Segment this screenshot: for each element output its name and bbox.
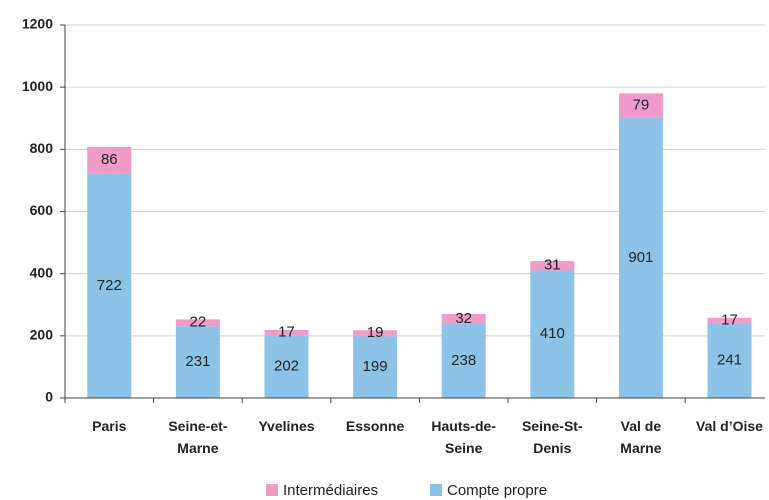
value-label: 86 [101,151,118,168]
y-tick-label: 1200 [22,16,53,32]
y-tick-label: 200 [30,327,54,343]
x-tick-label: Seine-St-Denis [522,418,583,456]
x-tick-label: Seine-et-Marne [168,418,227,456]
bar-segment [264,335,309,398]
value-label: 722 [97,277,122,294]
x-tick-label: Hauts-de-Seine [431,418,496,456]
value-label: 22 [190,314,207,331]
value-label: 17 [278,324,295,341]
bar-segment [441,324,486,398]
bar-segment [530,260,575,271]
value-label: 199 [363,358,388,375]
bar-segment [175,326,220,398]
y-tick-label: 1000 [22,78,53,94]
value-label: 19 [367,324,384,341]
bar-segment [530,270,575,398]
value-label: 901 [628,249,653,266]
bar-segment [618,93,663,118]
y-tick-label: 400 [30,264,54,280]
value-label: 238 [451,352,476,369]
x-tick-label: Paris [92,418,126,434]
value-label: 231 [185,353,210,370]
legend-swatch [430,484,442,496]
bar-segment [707,323,752,398]
value-label: 241 [717,352,742,369]
legend-label: Intermédiaires [283,482,378,499]
bar-segment [441,314,486,325]
value-label: 79 [633,97,650,114]
y-tick-label: 0 [45,389,53,405]
bar-segment [87,146,132,174]
bar-segment [87,173,132,398]
legend-swatch [266,484,278,496]
value-label: 17 [721,311,738,328]
x-tick-label: Val de Marne [620,418,661,456]
value-label: 410 [540,325,565,342]
bar-segment [175,319,220,327]
x-tick-label: Val d’Oise [696,418,763,434]
bar-segment [353,330,398,337]
y-tick-label: 600 [30,202,54,218]
y-tick-label: 800 [30,140,54,156]
bar-segment [353,336,398,398]
x-tick-label: Yvelines [258,418,314,434]
legend-label: Compte propre [447,482,547,499]
value-label: 202 [274,358,299,375]
bar-segment [264,329,309,336]
bar-segment [618,117,663,399]
bar-segment [707,317,752,324]
x-tick-label: Essonne [346,418,405,434]
value-label: 31 [544,257,561,274]
value-label: 32 [455,310,472,327]
